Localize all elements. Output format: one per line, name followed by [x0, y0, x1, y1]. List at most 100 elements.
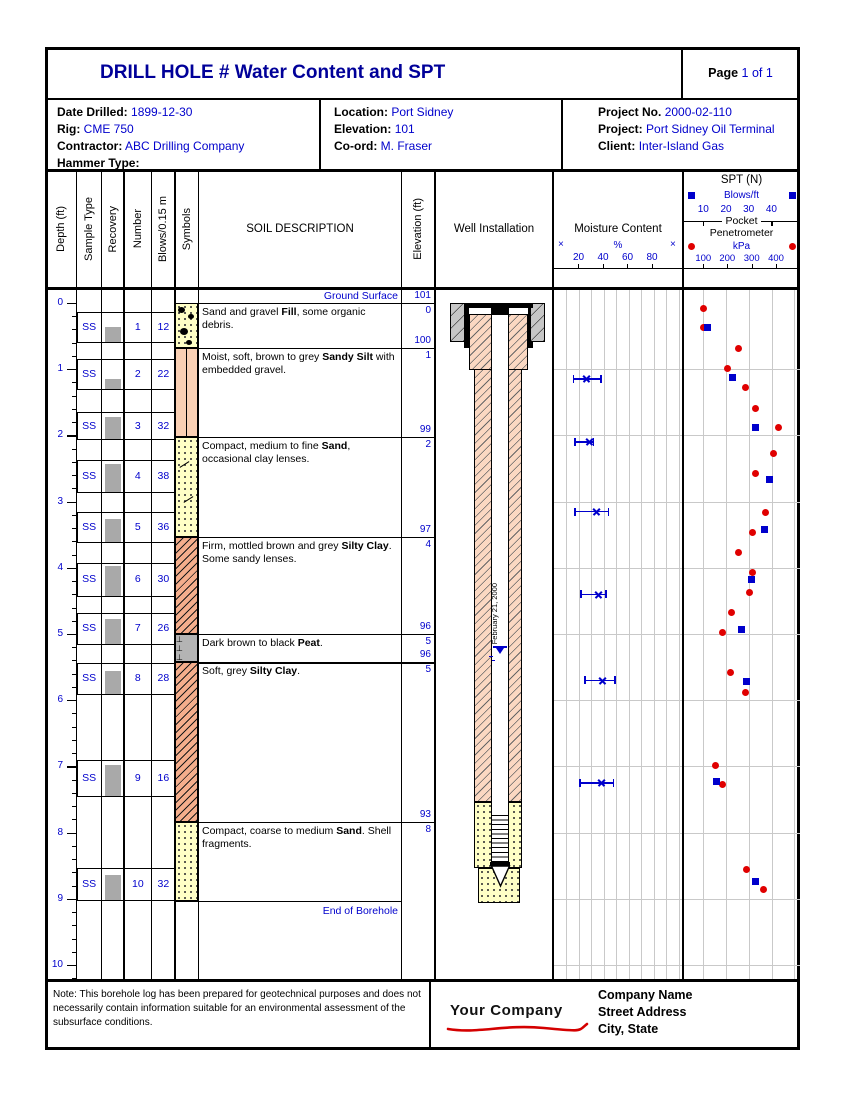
depth-minor-tick [71, 859, 77, 861]
soil-description-segment: Sand [336, 825, 362, 837]
sample-blows-label: 22 [157, 367, 170, 380]
sample-type-label: SS [82, 573, 97, 586]
recovery-bar [104, 378, 121, 389]
water-level-dash [489, 656, 493, 658]
spt-axis-tick [771, 221, 773, 226]
recovery-bar [104, 417, 121, 440]
moisture-range-cap [572, 375, 575, 384]
gravel-blob [180, 328, 188, 335]
depth-minor-tick [71, 713, 77, 715]
well-top-plate [464, 303, 533, 308]
depth-column-header: Depth (ft) [54, 206, 67, 252]
spt-tick-label: 40 [765, 204, 777, 215]
soil-description-text: Compact, medium to fine Sand, occasional… [202, 440, 398, 466]
soil-description-segment: Sandy Silt [322, 351, 373, 364]
spt-axis-tick [703, 221, 705, 226]
spt-point [704, 323, 712, 331]
sample-number-label: 3 [134, 419, 141, 432]
sample-row-box [76, 759, 175, 797]
footer-divider [429, 981, 431, 1050]
info-bottom-border [45, 169, 800, 172]
soil-description-segment: Peat [297, 637, 320, 649]
depth-minor-tick [71, 554, 77, 556]
recovery-column-header: Recovery [106, 205, 119, 253]
coord-value: M. Fraser [380, 139, 433, 153]
sample-blows-label: 32 [157, 878, 170, 891]
sample-blows-label: 38 [157, 469, 170, 482]
depth-major-tick [66, 634, 77, 636]
column-border [197, 170, 200, 980]
depth-major-tick [66, 898, 77, 901]
location-label: Location: [334, 105, 388, 119]
sample-row-box [76, 613, 175, 646]
depth-minor-tick [71, 726, 77, 728]
footer-top-border [45, 979, 800, 982]
soil-symbol-clay [175, 662, 199, 822]
penetrometer-point [699, 323, 707, 331]
depth-axis-label: 0 [57, 297, 63, 308]
recovery-bar [104, 670, 121, 694]
column-border [100, 170, 103, 980]
company-city: City, State [598, 1022, 659, 1036]
soil-description-segment: Sand and gravel [202, 306, 282, 318]
penetrometer-point [743, 866, 751, 874]
soil-description-segment: Compact, medium to fine [202, 439, 322, 452]
sample-number-label: 7 [134, 622, 141, 635]
company-street: Street Address [598, 1005, 687, 1019]
moisture-range-line [574, 510, 609, 513]
depth-major-tick [66, 369, 77, 371]
client-value: Inter-Island Gas [638, 139, 725, 153]
recovery-bar [104, 566, 121, 596]
depth-minor-tick [71, 329, 77, 331]
sample-type-label: SS [82, 520, 97, 533]
project-value: Port Sidney Oil Terminal [646, 122, 775, 136]
depth-major-tick [66, 766, 77, 768]
depth-minor-tick [71, 660, 77, 662]
penetrometer-point [774, 423, 782, 431]
moisture-range-line [574, 441, 594, 443]
sample-type-column-header: Sample Type [83, 196, 96, 261]
date-drilled-label: Date Drilled: [57, 105, 128, 119]
moisture-axis-line [553, 268, 683, 270]
client-label: Client: [598, 139, 636, 153]
company-name: Company Name [598, 988, 693, 1002]
depth-minor-tick [71, 779, 77, 781]
penetrometer-point [723, 365, 731, 373]
sample-type-label: SS [82, 469, 97, 482]
soil-description-segment: Fill [281, 306, 297, 318]
boundary-elevation-label: 93 [419, 809, 431, 820]
depth-major-tick [66, 832, 77, 834]
page-title: DRILL HOLE # Water Content and SPT [100, 62, 446, 83]
moisture-range-cap [614, 676, 616, 685]
depth-minor-tick [71, 686, 77, 688]
depth-minor-tick [71, 448, 77, 450]
depth-axis-label: 10 [51, 959, 63, 970]
page-number-label: Page [708, 66, 739, 80]
spt-point [752, 878, 760, 886]
water-level-icon [495, 647, 504, 654]
moisture-range-cap [580, 590, 582, 599]
location-value: Port Sidney [391, 105, 454, 119]
soil-description-segment: . [319, 637, 323, 649]
recovery-bar [104, 463, 121, 492]
penetrometer-marker-icon [789, 243, 796, 250]
depth-axis-label: 5 [57, 628, 63, 639]
spt-marker-icon [789, 192, 796, 199]
footer-note: Note: This borehole log has been prepare… [53, 989, 421, 1028]
info-block-project: Project No. 2000-02-110 Project: Port Si… [598, 104, 775, 155]
soil-description-segment: , some organic debris. [202, 306, 366, 331]
layer-boundary-line [198, 536, 435, 538]
penetrometer-point [699, 304, 707, 312]
sample-number-label: 9 [134, 771, 141, 784]
boundary-depth-label: 1 [425, 350, 431, 362]
penetrometer-point [727, 668, 735, 676]
sample-number-label: 2 [134, 367, 141, 380]
sample-blows-label: 30 [157, 573, 170, 586]
silt-symbol-line [186, 348, 187, 437]
soil-description-text: Sand and gravel Fill, some organic debri… [202, 306, 398, 332]
depth-minor-tick [71, 488, 77, 490]
sample-row-box [76, 868, 175, 902]
sample-blows-label: 12 [157, 320, 170, 333]
header-bottom-border [45, 287, 800, 290]
depth-minor-tick [71, 673, 77, 675]
